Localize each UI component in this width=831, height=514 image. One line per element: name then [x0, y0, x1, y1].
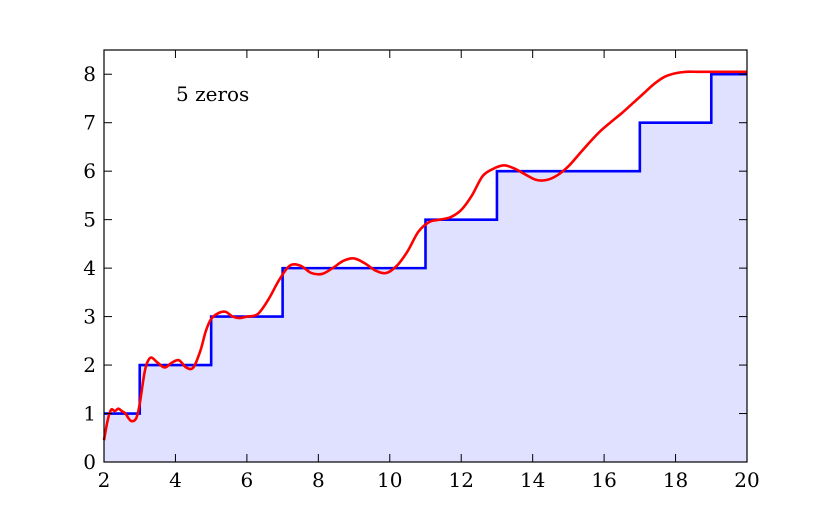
x-tick-label: 10	[377, 468, 402, 492]
x-tick-label: 12	[448, 468, 473, 492]
y-tick-label: 0	[83, 450, 96, 474]
annotation-label: 5 zeros	[176, 82, 249, 106]
step-series-line	[104, 72, 747, 415]
y-tick-label: 3	[83, 305, 96, 329]
y-tick-label: 2	[83, 353, 96, 377]
x-tick-label: 6	[241, 468, 254, 492]
x-tick-label: 16	[591, 468, 616, 492]
y-tick-label: 4	[83, 256, 96, 280]
x-tick-label: 4	[169, 468, 182, 492]
x-tick-label: 18	[663, 468, 688, 492]
x-tick-label: 8	[312, 468, 325, 492]
y-tick-label: 1	[83, 402, 96, 426]
smooth-series-line	[102, 70, 748, 441]
x-tick-label: 20	[734, 468, 759, 492]
plot-frame	[103, 49, 748, 463]
y-tick-label: 5	[83, 208, 96, 232]
y-tick-label: 6	[83, 159, 96, 183]
y-tick-label: 7	[83, 111, 96, 135]
y-tick-label: 8	[83, 62, 96, 86]
x-tick-label: 14	[520, 468, 545, 492]
x-tick-label: 2	[98, 468, 111, 492]
